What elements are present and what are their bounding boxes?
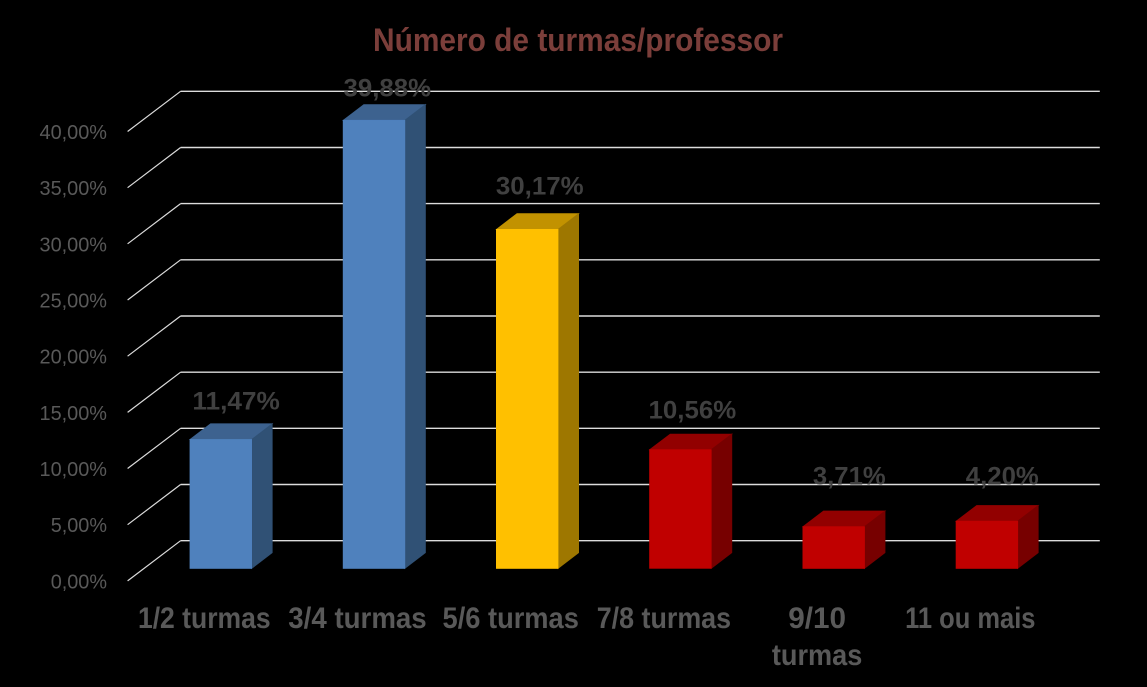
svg-text:11,47%: 11,47% — [192, 387, 280, 415]
svg-text:15,00%: 15,00% — [40, 402, 108, 425]
svg-text:20,00%: 20,00% — [40, 346, 108, 369]
svg-text:1/2 turmas: 1/2 turmas — [138, 602, 271, 635]
svg-text:9/10: 9/10 — [788, 602, 846, 635]
svg-text:30,17%: 30,17% — [496, 173, 584, 201]
svg-text:35,00%: 35,00% — [40, 177, 108, 200]
svg-text:39,88%: 39,88% — [344, 74, 432, 102]
svg-text:11 ou mais: 11 ou mais — [905, 602, 1035, 635]
svg-text:30,00%: 30,00% — [40, 233, 108, 256]
svg-text:25,00%: 25,00% — [40, 290, 108, 313]
svg-text:3/4 turmas: 3/4 turmas — [288, 602, 426, 635]
svg-text:Número de turmas/professor: Número de turmas/professor — [373, 21, 783, 58]
svg-text:10,00%: 10,00% — [40, 458, 108, 481]
svg-text:5/6 turmas: 5/6 turmas — [443, 602, 579, 635]
svg-text:40,00%: 40,00% — [40, 121, 108, 144]
svg-text:5,00%: 5,00% — [51, 514, 107, 537]
svg-text:0,00%: 0,00% — [51, 570, 107, 593]
svg-text:7/8 turmas: 7/8 turmas — [597, 602, 731, 635]
svg-text:3,71%: 3,71% — [813, 462, 886, 490]
svg-text:10,56%: 10,56% — [649, 397, 737, 425]
svg-text:4,20%: 4,20% — [966, 462, 1039, 490]
svg-text:turmas: turmas — [772, 639, 862, 672]
